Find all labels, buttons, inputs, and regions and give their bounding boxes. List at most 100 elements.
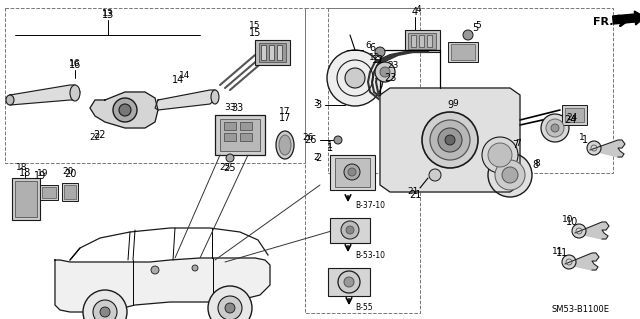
Text: 5: 5 [472,23,478,33]
Text: 4: 4 [415,5,421,14]
Text: 33: 33 [231,103,243,113]
Text: 24: 24 [566,114,578,122]
Text: 22: 22 [93,130,106,140]
Polygon shape [90,92,158,128]
Bar [408,33,436,49]
Circle shape [192,265,198,271]
Bar [277,45,282,60]
Text: 23: 23 [387,61,399,70]
Bar [269,45,274,60]
Text: 5: 5 [475,21,481,31]
Polygon shape [155,90,218,110]
Text: 25: 25 [224,163,236,173]
Bar [64,185,76,199]
Circle shape [488,153,532,197]
Text: 6: 6 [369,43,375,53]
Circle shape [495,160,525,190]
Bar [255,40,290,65]
Text: 24: 24 [564,115,576,125]
Circle shape [341,221,359,239]
Text: FR.: FR. [593,17,613,27]
Circle shape [438,128,462,152]
Text: 8: 8 [532,160,538,170]
Circle shape [348,168,356,176]
Circle shape [93,300,117,319]
Text: 20: 20 [64,169,76,179]
Bar [261,45,266,60]
Text: 16: 16 [69,60,81,70]
Text: 3: 3 [315,100,321,110]
Bar [451,44,475,60]
Bar [427,35,432,47]
Text: 12: 12 [369,53,381,62]
Bar [328,8,613,173]
Text: 2: 2 [313,153,319,162]
Circle shape [218,296,242,319]
Bar [220,119,260,151]
Bar [419,35,424,47]
Bar [448,42,478,62]
Text: 8: 8 [534,159,540,167]
Circle shape [551,124,559,132]
Text: 20: 20 [62,167,74,176]
Bar [240,122,252,130]
Text: 14: 14 [172,75,184,85]
Bar [259,43,286,62]
Text: 3: 3 [313,100,319,108]
Polygon shape [590,140,625,157]
Text: B-53-10: B-53-10 [355,250,385,259]
Text: 19: 19 [37,168,49,177]
Polygon shape [380,88,520,192]
Bar [240,133,252,141]
Circle shape [488,143,512,167]
Circle shape [100,307,110,317]
Text: 21: 21 [409,190,421,200]
Text: 17: 17 [279,113,291,123]
Circle shape [482,137,518,173]
Ellipse shape [70,85,80,101]
Text: 10: 10 [563,216,573,225]
Circle shape [113,98,137,122]
Bar [5,8,305,163]
Circle shape [345,68,365,88]
Text: 18: 18 [16,164,28,173]
Circle shape [380,67,390,77]
Text: 13: 13 [102,10,114,20]
Text: 33: 33 [224,102,236,112]
Circle shape [344,277,354,287]
Bar [411,35,416,47]
Text: 10: 10 [566,217,578,227]
Bar [62,183,78,201]
Circle shape [327,50,383,106]
Text: 17: 17 [279,108,291,116]
Bar [565,108,584,122]
Text: 2: 2 [315,153,321,163]
Text: 1: 1 [327,142,333,151]
Circle shape [445,135,455,145]
Bar [330,155,375,190]
Circle shape [562,255,576,269]
Ellipse shape [279,135,291,155]
Circle shape [151,266,159,274]
Text: 15: 15 [249,20,260,29]
Polygon shape [565,253,599,270]
Text: 16: 16 [69,58,81,68]
Circle shape [375,47,385,57]
Text: 26: 26 [302,133,314,143]
Circle shape [208,286,252,319]
Text: 9: 9 [452,99,458,108]
Bar [215,115,265,155]
Bar [42,187,56,198]
Text: 4: 4 [412,7,418,17]
Text: 21: 21 [407,188,419,197]
Polygon shape [10,85,80,105]
Text: 23: 23 [384,73,396,83]
Text: 19: 19 [34,171,46,181]
Circle shape [225,303,235,313]
Text: 11: 11 [552,247,564,256]
Text: 1: 1 [582,135,588,145]
Bar [15,181,37,217]
Text: 9: 9 [447,100,453,110]
Text: 15: 15 [249,28,261,38]
Circle shape [226,154,234,162]
